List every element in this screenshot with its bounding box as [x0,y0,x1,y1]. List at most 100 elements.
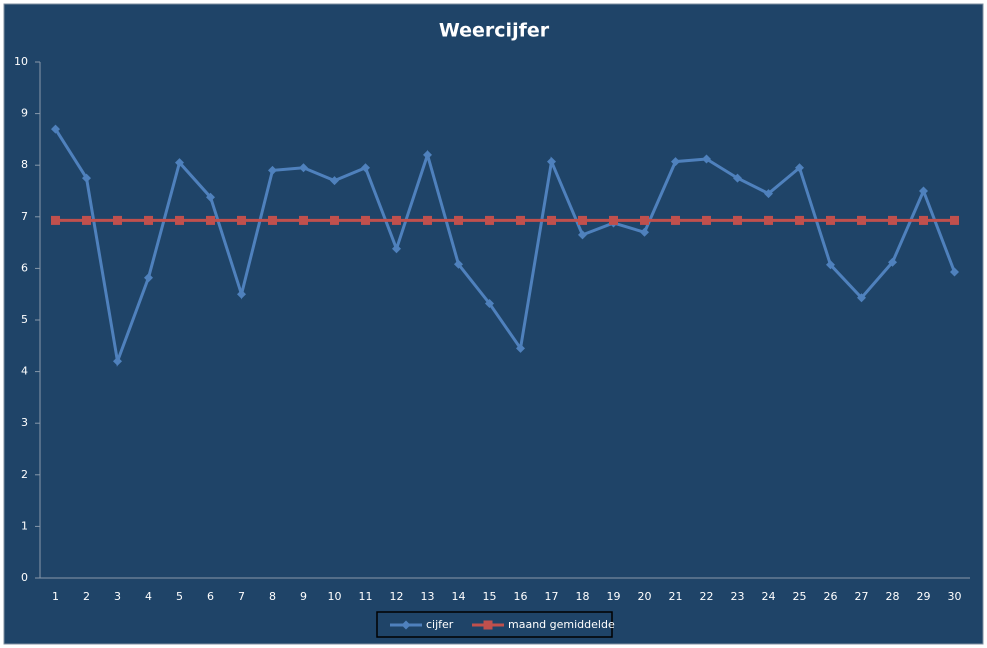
data-point [330,176,339,186]
x-tick-label: 1 [52,590,59,603]
data-point [51,124,60,134]
data-point [144,273,153,283]
x-tick-label: 27 [855,590,869,603]
y-tick-label: 9 [21,107,28,120]
data-point [392,244,401,254]
data-point [454,259,463,269]
x-tick-label: 24 [762,590,776,603]
data-point [206,192,215,202]
data-point [454,215,463,225]
y-tick-label: 10 [14,55,28,68]
data-point [857,293,866,303]
data-point [175,215,184,225]
y-tick-label: 5 [21,313,28,326]
data-point [950,215,959,225]
series-line [54,128,956,368]
data-point [144,215,153,225]
chart-title: Weercijfer [439,20,550,42]
data-point [795,163,804,173]
x-tick-label: 23 [731,590,745,603]
data-point [485,215,494,225]
data-point [733,173,742,183]
data-point [857,215,866,225]
x-tick-label: 3 [114,590,121,603]
data-point [826,260,835,270]
data-point [764,215,773,225]
x-tick-label: 16 [514,590,528,603]
data-point [423,215,432,225]
data-point [578,215,587,225]
legend-marker [401,620,411,630]
data-point [361,215,370,225]
data-point [609,215,618,225]
data-point [516,343,525,353]
data-point [826,215,835,225]
y-tick-label: 2 [21,468,28,481]
x-tick-label: 18 [576,590,590,603]
chart-background [3,3,984,645]
data-point [578,230,587,240]
x-tick-label: 29 [917,590,931,603]
x-tick-label: 26 [824,590,838,603]
x-tick-label: 2 [83,590,90,603]
data-point [51,215,60,225]
data-point [299,163,308,173]
y-tick-label: 1 [21,519,28,532]
x-tick-label: 8 [269,590,276,603]
x-tick-label: 14 [452,590,466,603]
x-tick-label: 4 [145,590,152,603]
x-tick-label: 11 [359,590,373,603]
x-tick-label: 28 [886,590,900,603]
x-tick-label: 12 [390,590,404,603]
data-point [237,215,246,225]
data-point [919,215,928,225]
data-point [113,356,122,366]
y-tick-label: 3 [21,416,28,429]
data-point [392,215,401,225]
data-point [888,257,897,267]
data-point [733,215,742,225]
x-tick-label: 7 [238,590,245,603]
x-tick-label: 15 [483,590,497,603]
data-point [268,165,277,175]
data-point [113,215,122,225]
x-tick-label: 30 [948,590,962,603]
data-point [268,215,277,225]
data-point [888,215,897,225]
x-tick-label: 13 [421,590,435,603]
legend-label: cijfer [426,618,454,631]
x-tick-label: 19 [607,590,621,603]
y-tick-label: 8 [21,158,28,171]
data-point [702,154,711,164]
data-point [175,158,184,168]
x-tick-label: 5 [176,590,183,603]
data-point [671,157,680,167]
x-tick-label: 25 [793,590,807,603]
x-tick-label: 20 [638,590,652,603]
data-point [764,189,773,199]
data-point [950,267,959,277]
data-point [516,215,525,225]
data-point [702,215,711,225]
data-point [237,289,246,299]
data-point [330,215,339,225]
data-point [547,215,556,225]
data-point [640,215,649,225]
x-tick-label: 17 [545,590,559,603]
x-tick-label: 22 [700,590,714,603]
data-point [423,150,432,160]
y-tick-label: 6 [21,261,28,274]
x-tick-label: 21 [669,590,683,603]
data-point [485,298,494,308]
x-tick-label: 6 [207,590,214,603]
legend-marker [483,620,493,630]
data-point [919,186,928,196]
data-point [82,173,91,183]
legend-label: maand gemiddelde [508,618,615,631]
data-point [206,215,215,225]
y-tick-label: 4 [21,365,28,378]
data-point [640,227,649,237]
data-point [82,215,91,225]
data-point [547,157,556,167]
